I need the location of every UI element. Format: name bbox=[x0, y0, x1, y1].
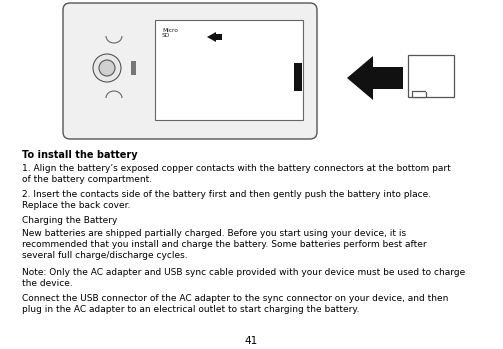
Polygon shape bbox=[347, 56, 403, 100]
Text: Connect the USB connector of the AC adapter to the sync connector on your device: Connect the USB connector of the AC adap… bbox=[22, 294, 448, 314]
Text: New batteries are shipped partially charged. Before you start using your device,: New batteries are shipped partially char… bbox=[22, 230, 427, 260]
Bar bbox=[408, 55, 454, 97]
Text: 1. Align the battery’s exposed copper contacts with the battery connectors at th: 1. Align the battery’s exposed copper co… bbox=[22, 164, 451, 184]
Bar bbox=[426, 91, 454, 92]
Text: 41: 41 bbox=[245, 336, 258, 346]
Bar bbox=[412, 91, 426, 97]
Circle shape bbox=[93, 54, 121, 82]
Bar bbox=[131, 61, 136, 75]
FancyBboxPatch shape bbox=[63, 3, 317, 139]
Polygon shape bbox=[207, 32, 222, 42]
Bar bbox=[294, 63, 302, 91]
Text: Charging the Battery: Charging the Battery bbox=[22, 216, 117, 225]
Bar bbox=[155, 20, 303, 120]
Text: Note: Only the AC adapter and USB sync cable provided with your device must be u: Note: Only the AC adapter and USB sync c… bbox=[22, 268, 465, 288]
Circle shape bbox=[99, 60, 115, 76]
Text: 2. Insert the contacts side of the battery first and then gently push the batter: 2. Insert the contacts side of the batte… bbox=[22, 190, 431, 210]
Text: To install the battery: To install the battery bbox=[22, 150, 138, 160]
Text: Micro
SD: Micro SD bbox=[162, 28, 178, 38]
